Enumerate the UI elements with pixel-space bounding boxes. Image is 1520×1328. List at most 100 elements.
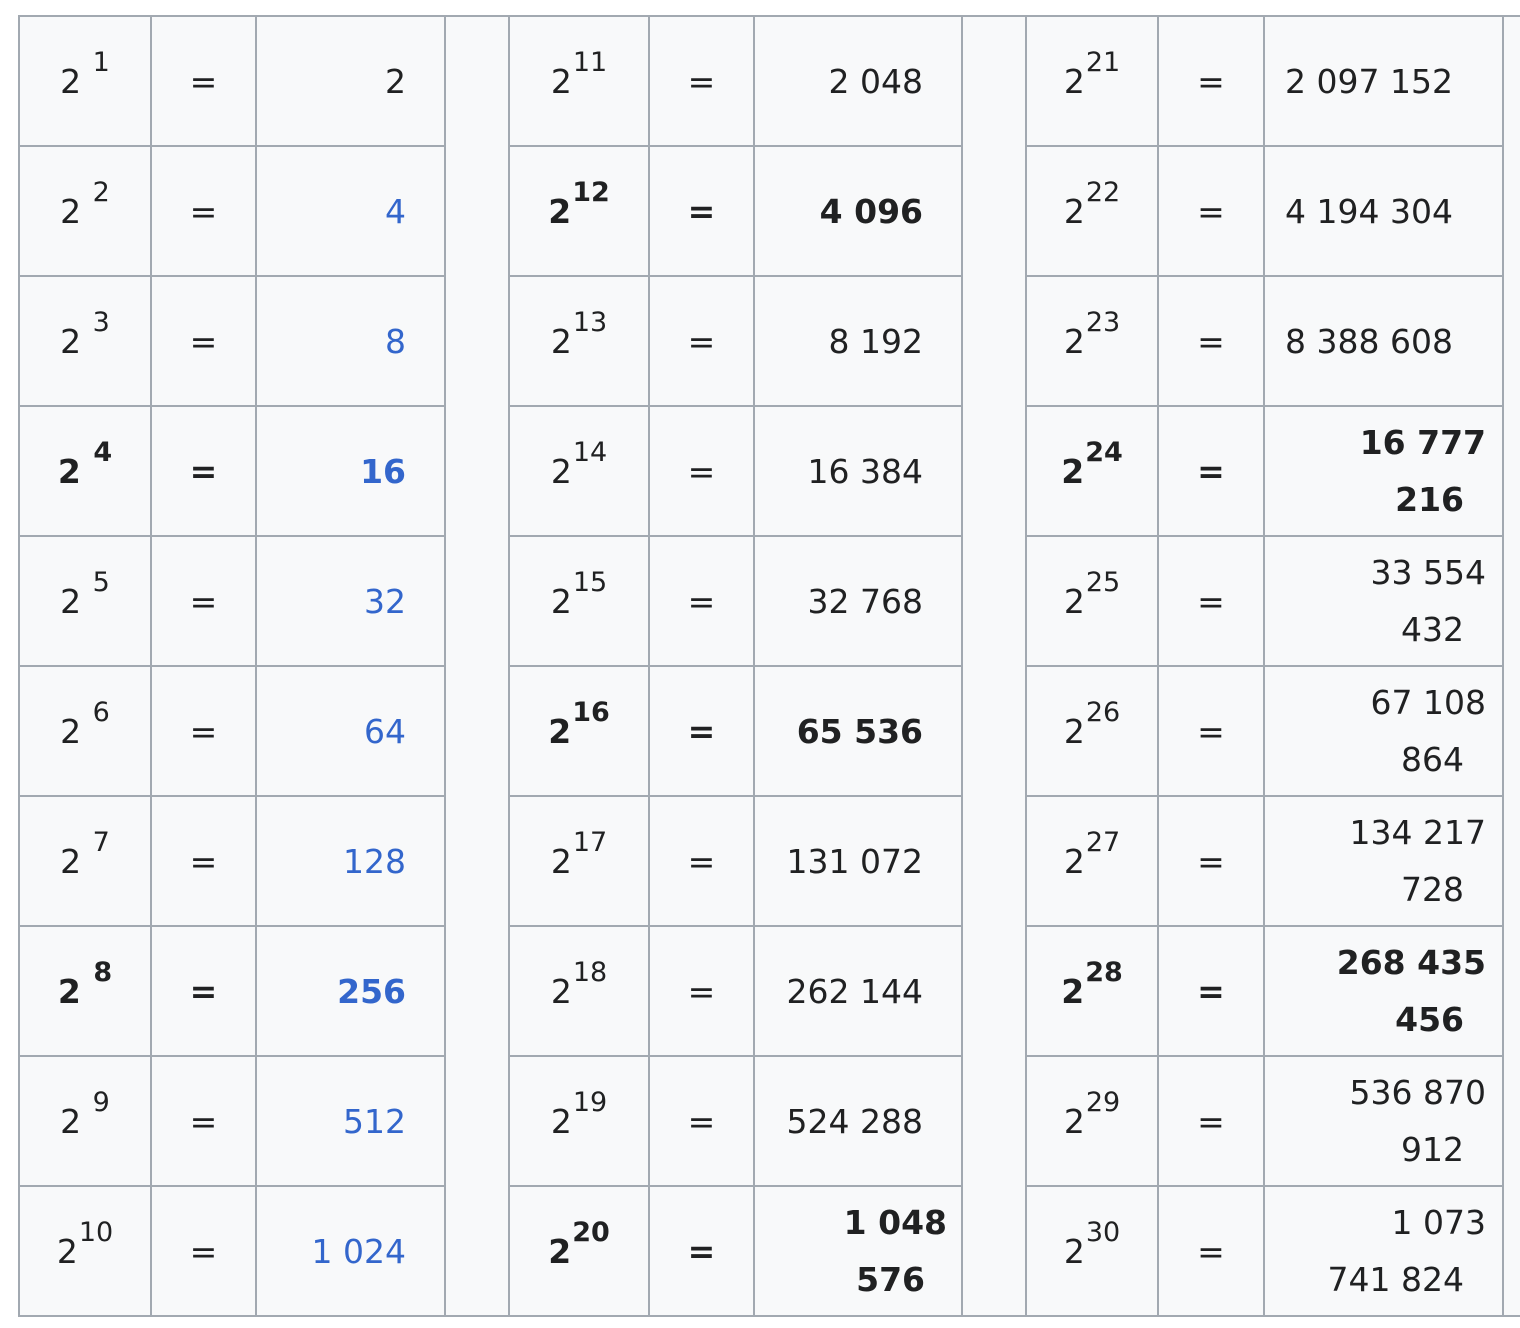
column-separator	[1502, 926, 1520, 1056]
value-link[interactable]: 128	[343, 841, 406, 881]
value-cell: 536 870 912	[1263, 1055, 1504, 1187]
value-cell: 2 048	[753, 15, 963, 147]
value-link[interactable]: 16	[360, 451, 406, 491]
power-cell: 218	[508, 925, 650, 1057]
value-line-2: 728	[1401, 870, 1464, 909]
power-cell: 223	[1025, 275, 1159, 407]
power-cell: 210	[18, 1185, 152, 1317]
power-exponent: 3	[92, 306, 110, 338]
value-link[interactable]: 8	[385, 321, 406, 361]
value-link[interactable]: 256	[337, 971, 406, 1011]
power-cell: 221	[1025, 15, 1159, 147]
power-cell: 224	[1025, 405, 1159, 537]
power-base: 2	[60, 191, 82, 231]
value-cell: 2 097 152	[1263, 15, 1504, 147]
equals-cell: =	[648, 665, 755, 797]
value-line-1: 1 073	[1391, 1203, 1486, 1242]
equals-cell: =	[1157, 405, 1265, 537]
value-link[interactable]: 32	[364, 581, 406, 621]
equals-cell: =	[648, 275, 755, 407]
value-line-2: 864	[1401, 740, 1464, 779]
power-cell: 230	[1025, 1185, 1159, 1317]
equals-cell: =	[1157, 925, 1265, 1057]
power-cell: 222	[1025, 145, 1159, 277]
power-base: 2	[60, 321, 82, 361]
value-cell: 16	[255, 405, 446, 537]
table-row: 2 3 = 8 213 = 8 192 223 = 8 388 608	[18, 275, 1520, 407]
power-cell: 2 3	[18, 275, 152, 407]
power-cell: 220	[508, 1185, 650, 1317]
value-link[interactable]: 64	[364, 711, 406, 751]
power-exponent: 20	[572, 1216, 610, 1248]
value-line-2: 741 824	[1327, 1260, 1464, 1299]
power-base: 2	[57, 971, 81, 1011]
table-row: 2 6 = 64 216 = 65 536 226 = 67 108 864	[18, 665, 1520, 797]
value-cell: 8	[255, 275, 446, 407]
power-exponent: 5	[92, 566, 110, 598]
value-link[interactable]: 4	[385, 191, 406, 231]
power-base: 2	[1063, 1101, 1085, 1141]
value-cell: 268 435 456	[1263, 925, 1504, 1057]
power-base: 2	[550, 841, 572, 881]
power-exponent: 10	[78, 1216, 114, 1248]
power-base: 2	[548, 711, 572, 751]
equals-cell: =	[150, 1055, 257, 1187]
equals-cell: =	[1157, 15, 1265, 147]
power-exponent: 22	[1085, 176, 1121, 208]
value-link[interactable]: 512	[343, 1101, 406, 1141]
equals-cell: =	[150, 1185, 257, 1317]
power-exponent: 4	[93, 436, 113, 468]
equals-cell: =	[648, 1185, 755, 1317]
value-cell: 131 072	[753, 795, 963, 927]
power-exponent: 19	[572, 1086, 608, 1118]
value-cell: 1 024	[255, 1185, 446, 1317]
column-separator	[961, 666, 1027, 796]
value-cell: 262 144	[753, 925, 963, 1057]
power-exponent: 13	[572, 306, 608, 338]
column-separator	[444, 1056, 510, 1186]
power-base: 2	[1061, 971, 1085, 1011]
column-separator	[961, 1056, 1027, 1186]
value-line-2: 216	[1395, 480, 1464, 519]
equals-cell: =	[150, 665, 257, 797]
power-base: 2	[60, 581, 82, 621]
value-line-1: 16 777	[1359, 423, 1486, 462]
value-cell: 67 108 864	[1263, 665, 1504, 797]
power-cell: 2 1	[18, 15, 152, 147]
table-row: 2 1 = 2 211 = 2 048 221 = 2 097 152	[18, 15, 1520, 147]
value-link[interactable]: 1 024	[311, 1231, 406, 1271]
equals-cell: =	[150, 15, 257, 147]
table-row: 2 4 = 16 214 = 16 384 224 = 16 777 216	[18, 405, 1520, 537]
power-base: 2	[550, 581, 572, 621]
power-exponent: 26	[1085, 696, 1121, 728]
power-cell: 219	[508, 1055, 650, 1187]
column-separator	[1502, 666, 1520, 796]
power-cell: 212	[508, 145, 650, 277]
value-line-1: 67 108	[1370, 683, 1486, 722]
power-exponent: 23	[1085, 306, 1121, 338]
power-exponent: 21	[1085, 46, 1121, 78]
value-cell: 4 194 304	[1263, 145, 1504, 277]
column-separator	[1502, 15, 1520, 146]
column-separator	[1502, 536, 1520, 666]
column-separator	[1502, 1056, 1520, 1186]
table-row: 2 8 = 256 218 = 262 144 228 = 268 435 456	[18, 925, 1520, 1057]
value-line-1: 536 870	[1349, 1073, 1486, 1112]
column-separator	[444, 796, 510, 926]
power-base: 2	[550, 61, 572, 101]
power-exponent: 1	[92, 46, 110, 78]
value-cell: 33 554 432	[1263, 535, 1504, 667]
equals-cell: =	[1157, 1055, 1265, 1187]
value-cell: 4 096	[753, 145, 963, 277]
power-base: 2	[1063, 321, 1085, 361]
column-separator	[961, 276, 1027, 406]
equals-cell: =	[150, 925, 257, 1057]
value-line-2: 576	[856, 1260, 925, 1299]
column-separator	[444, 926, 510, 1056]
power-exponent: 29	[1085, 1086, 1121, 1118]
value-cell: 32 768	[753, 535, 963, 667]
column-separator	[444, 15, 510, 146]
table-row: 210 = 1 024 220 = 1 048 576 230 = 1 073 741 824	[18, 1185, 1520, 1317]
power-cell: 2 2	[18, 145, 152, 277]
power-base: 2	[548, 1231, 572, 1271]
